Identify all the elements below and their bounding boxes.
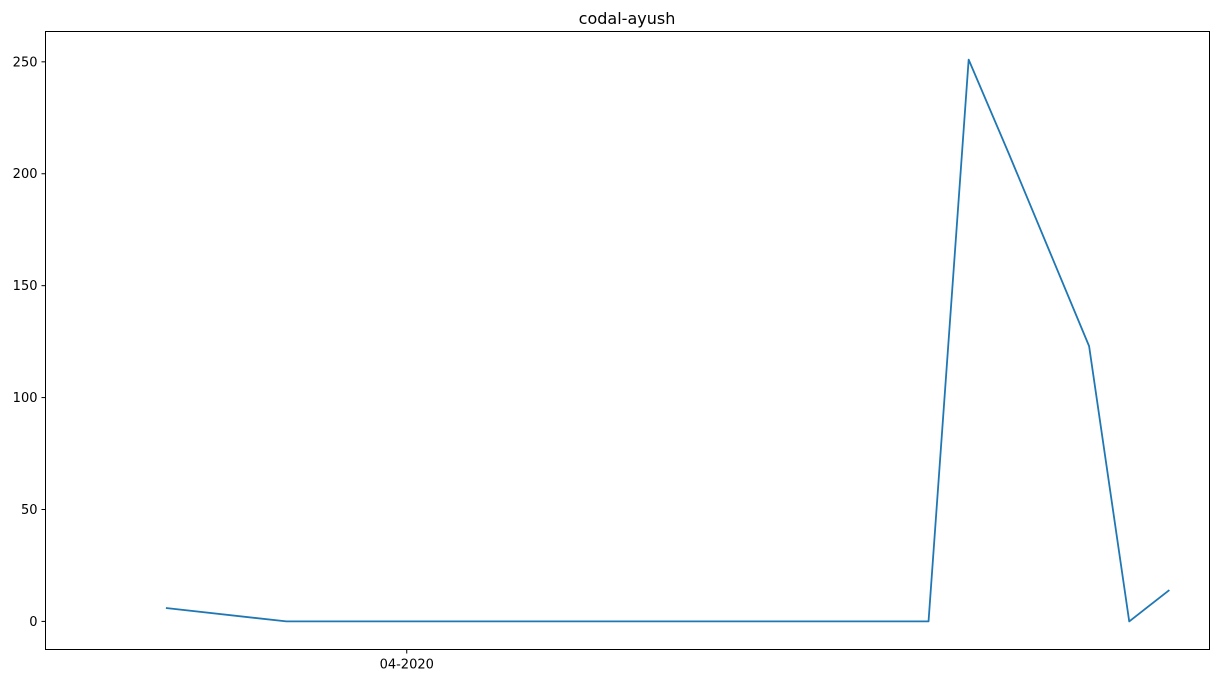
chart-title: codal-ayush	[579, 9, 676, 28]
x-tick-label: 04-2020	[380, 658, 434, 673]
y-tick-label: 250	[13, 55, 38, 70]
x-axis: 04-2020	[380, 649, 434, 673]
series-layer	[165, 58, 1170, 623]
y-tick-label: 150	[13, 279, 38, 294]
y-tick-label: 0	[29, 615, 37, 630]
y-tick-label: 200	[13, 167, 38, 182]
series-line	[165, 58, 1170, 623]
plot-area-frame	[45, 31, 1210, 650]
y-tick-label: 100	[13, 391, 38, 406]
y-tick-label: 50	[21, 503, 38, 518]
y-axis: 0 50 100 150 200 250	[13, 55, 46, 630]
